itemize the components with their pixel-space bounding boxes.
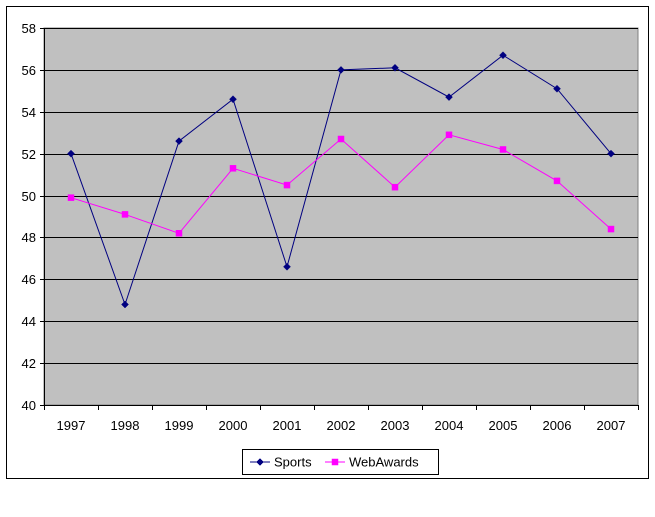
data-point-webawards	[553, 177, 561, 185]
y-tick-label: 50	[22, 189, 36, 204]
data-point-sports	[175, 137, 183, 145]
data-point-sports	[499, 51, 507, 60]
data-point-webawards	[229, 165, 237, 172]
gridlines	[44, 28, 638, 364]
x-tick-label: 2003	[381, 418, 410, 433]
x-tick-label: 2005	[489, 418, 518, 433]
y-tick-label: 52	[22, 147, 36, 162]
data-point-webawards	[499, 146, 507, 153]
plot-area	[43, 27, 639, 406]
x-tick-label: 2001	[273, 418, 302, 433]
data-point-sports	[391, 63, 399, 72]
legend-marker-webawards	[331, 458, 339, 466]
series-sports	[67, 51, 615, 309]
x-tick-label: 2007	[597, 418, 626, 433]
x-tick-label: 2000	[219, 418, 248, 433]
y-tick-label: 56	[22, 63, 36, 78]
data-point-webawards	[337, 135, 345, 143]
x-tick-label: 2006	[543, 418, 572, 433]
data-point-sports	[67, 149, 75, 158]
data-point-webawards	[121, 211, 129, 218]
legend-marker-sports	[256, 458, 264, 466]
data-point-webawards	[445, 131, 453, 139]
y-tick-label: 48	[22, 230, 36, 245]
data-point-webawards	[391, 183, 399, 191]
y-tick-label: 40	[22, 398, 36, 413]
y-tick-label: 42	[22, 356, 36, 371]
data-point-sports	[229, 95, 237, 104]
y-tick-label: 58	[22, 21, 36, 36]
data-point-sports	[607, 149, 615, 158]
y-tick-label: 54	[22, 105, 36, 120]
data-point-sports	[553, 84, 561, 93]
data-point-sports	[337, 66, 345, 74]
data-point-webawards	[175, 230, 183, 237]
data-point-sports	[445, 93, 453, 101]
data-point-webawards	[283, 181, 291, 189]
legend-label-sports: Sports	[274, 455, 312, 470]
y-tick-label: 44	[22, 314, 36, 329]
legend-label-webawards: WebAwards	[349, 455, 419, 470]
data-point-webawards	[67, 194, 75, 201]
series	[67, 51, 615, 309]
x-tick-label: 1999	[165, 418, 194, 433]
x-tick-label: 2004	[435, 418, 464, 433]
y-tick-label: 46	[22, 272, 36, 287]
axes: 40 42 44 46 48 50 52 54 56 58 1997 1998 1999 2000 2001…	[22, 21, 639, 433]
data-point-sports	[121, 300, 129, 309]
x-tick-label: 2002	[327, 418, 356, 433]
series-webawards	[67, 131, 615, 237]
data-point-webawards	[607, 225, 615, 233]
data-point-sports	[283, 262, 291, 271]
legend: Sports WebAwards	[242, 449, 439, 475]
x-tick-label: 1998	[111, 418, 140, 433]
x-tick-label: 1997	[57, 418, 86, 433]
